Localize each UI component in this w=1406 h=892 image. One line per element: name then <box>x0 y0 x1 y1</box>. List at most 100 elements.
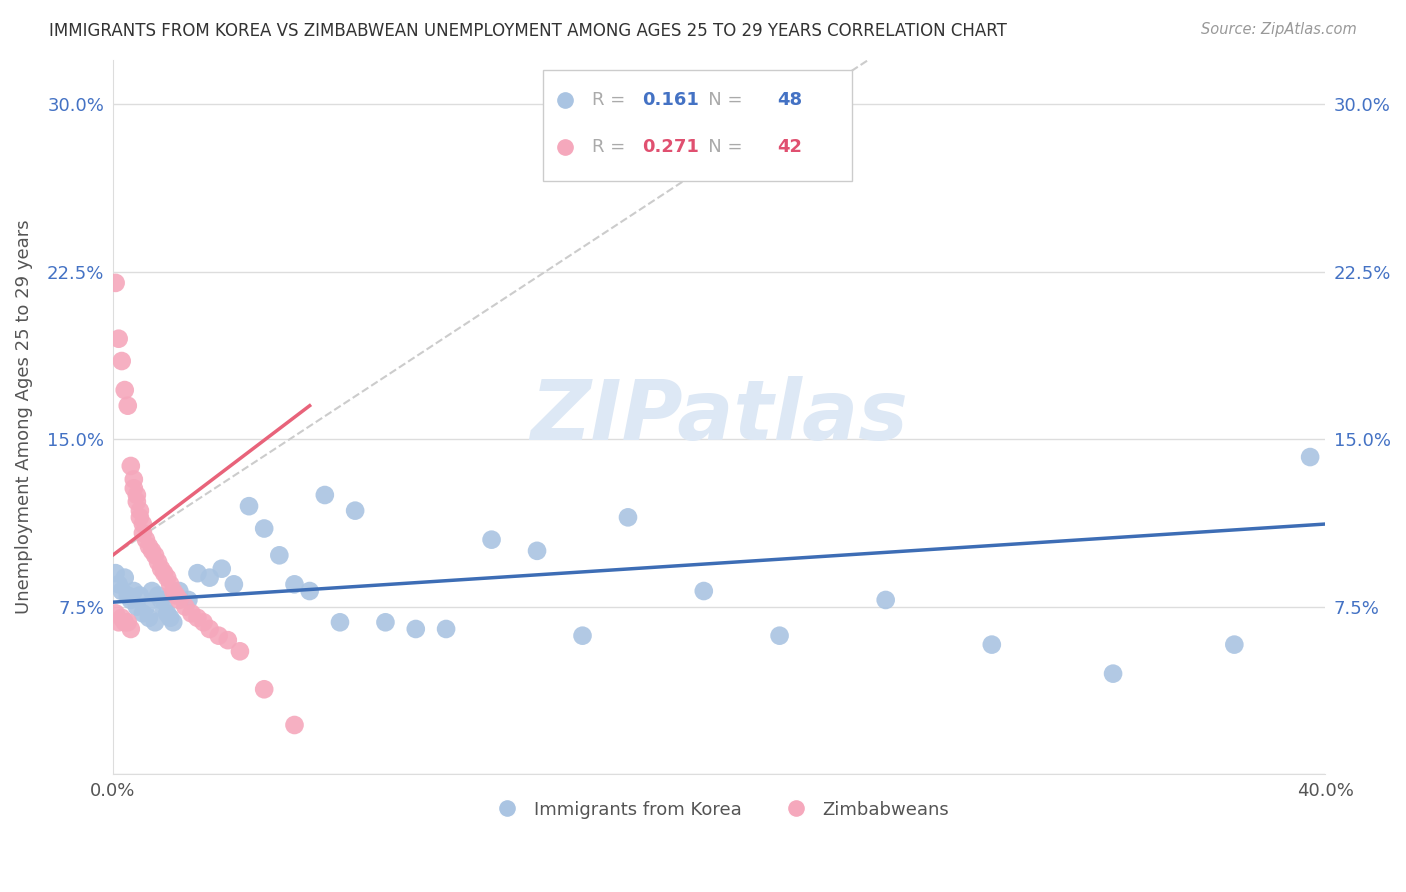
Point <box>177 593 200 607</box>
Point <box>169 593 191 607</box>
Point <box>153 602 176 616</box>
Point <box>165 589 187 603</box>
Point <box>138 540 160 554</box>
Point <box>120 593 142 607</box>
Point <box>169 584 191 599</box>
Point <box>283 718 305 732</box>
Point <box>150 562 173 576</box>
Text: 0.161: 0.161 <box>643 91 699 110</box>
Point <box>283 577 305 591</box>
Point <box>114 571 136 585</box>
Point <box>120 458 142 473</box>
Point <box>117 589 139 603</box>
Point <box>174 599 197 614</box>
Point <box>117 399 139 413</box>
Point <box>481 533 503 547</box>
Point <box>238 499 260 513</box>
Point <box>617 510 640 524</box>
Text: 0.271: 0.271 <box>643 138 699 156</box>
Point <box>141 544 163 558</box>
Point <box>186 611 208 625</box>
Point <box>693 584 716 599</box>
Point <box>135 599 157 614</box>
Point <box>146 589 169 603</box>
Point <box>198 571 221 585</box>
Point <box>104 566 127 581</box>
Text: ZIPatlas: ZIPatlas <box>530 376 908 458</box>
Point <box>132 607 155 621</box>
Point <box>162 615 184 630</box>
Point <box>329 615 352 630</box>
Point <box>128 503 150 517</box>
Point <box>253 521 276 535</box>
Point <box>193 615 215 630</box>
Text: R =: R = <box>592 138 631 156</box>
Point <box>980 638 1002 652</box>
Point <box>107 615 129 630</box>
Point <box>117 615 139 630</box>
Point <box>111 611 134 625</box>
Point <box>405 622 427 636</box>
Point <box>141 584 163 599</box>
Point <box>208 629 231 643</box>
Point <box>146 555 169 569</box>
Text: Source: ZipAtlas.com: Source: ZipAtlas.com <box>1201 22 1357 37</box>
Point <box>180 607 202 621</box>
Point <box>143 615 166 630</box>
Point <box>122 472 145 486</box>
Point <box>156 571 179 585</box>
Point <box>120 622 142 636</box>
Text: N =: N = <box>692 91 748 110</box>
Point <box>150 593 173 607</box>
Point <box>125 494 148 508</box>
FancyBboxPatch shape <box>543 70 852 181</box>
Point <box>314 488 336 502</box>
Text: IMMIGRANTS FROM KOREA VS ZIMBABWEAN UNEMPLOYMENT AMONG AGES 25 TO 29 YEARS CORRE: IMMIGRANTS FROM KOREA VS ZIMBABWEAN UNEM… <box>49 22 1007 40</box>
Point <box>122 481 145 495</box>
Point <box>132 516 155 531</box>
Text: 42: 42 <box>778 138 803 156</box>
Point <box>434 622 457 636</box>
Point <box>156 607 179 621</box>
Point <box>159 611 181 625</box>
Point <box>186 566 208 581</box>
Point <box>107 577 129 591</box>
Point <box>374 615 396 630</box>
Text: N =: N = <box>692 138 748 156</box>
Point <box>104 276 127 290</box>
Text: R =: R = <box>592 91 631 110</box>
Point <box>111 354 134 368</box>
Point <box>132 526 155 541</box>
Point <box>344 503 367 517</box>
Point <box>128 589 150 603</box>
Point <box>526 544 548 558</box>
Text: 48: 48 <box>778 91 803 110</box>
Point <box>198 622 221 636</box>
Point <box>107 332 129 346</box>
Point <box>114 615 136 630</box>
Point <box>875 593 897 607</box>
Point <box>217 633 239 648</box>
Point <box>298 584 321 599</box>
Point <box>269 549 291 563</box>
Point <box>104 607 127 621</box>
Point <box>159 577 181 591</box>
Point <box>111 584 134 599</box>
Point <box>125 599 148 614</box>
Point <box>1102 666 1125 681</box>
Point <box>153 566 176 581</box>
Point <box>768 629 790 643</box>
Point <box>128 510 150 524</box>
Point <box>143 549 166 563</box>
Point <box>571 629 593 643</box>
Point <box>222 577 245 591</box>
Point <box>211 562 233 576</box>
Y-axis label: Unemployment Among Ages 25 to 29 years: Unemployment Among Ages 25 to 29 years <box>15 219 32 615</box>
Legend: Immigrants from Korea, Zimbabweans: Immigrants from Korea, Zimbabweans <box>481 793 956 826</box>
Point <box>114 383 136 397</box>
Point <box>162 584 184 599</box>
Point <box>253 682 276 697</box>
Point <box>1223 638 1246 652</box>
Point <box>125 488 148 502</box>
Point <box>138 611 160 625</box>
